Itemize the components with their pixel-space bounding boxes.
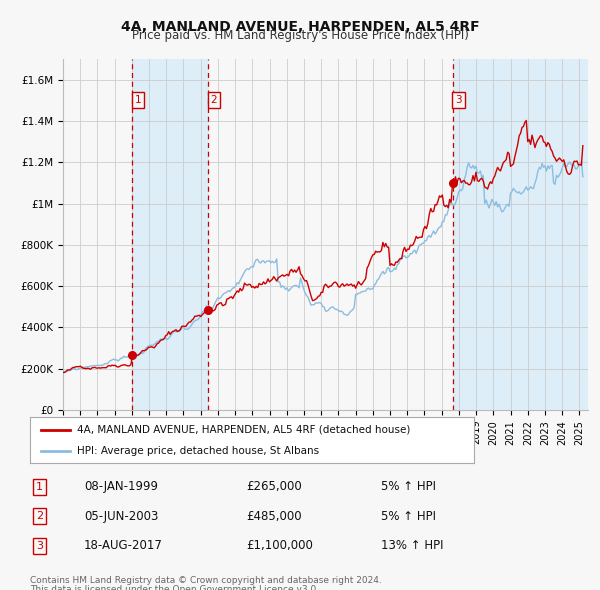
Text: 2: 2 (36, 512, 43, 521)
Text: This data is licensed under the Open Government Licence v3.0.: This data is licensed under the Open Gov… (30, 585, 319, 590)
Text: 1: 1 (135, 96, 142, 105)
Text: 13% ↑ HPI: 13% ↑ HPI (381, 539, 443, 552)
Text: 18-AUG-2017: 18-AUG-2017 (84, 539, 163, 552)
Text: HPI: Average price, detached house, St Albans: HPI: Average price, detached house, St A… (77, 445, 319, 455)
Text: Price paid vs. HM Land Registry's House Price Index (HPI): Price paid vs. HM Land Registry's House … (131, 30, 469, 42)
Text: 3: 3 (36, 541, 43, 550)
Text: 5% ↑ HPI: 5% ↑ HPI (381, 510, 436, 523)
Text: 1: 1 (36, 482, 43, 491)
Text: 2: 2 (211, 96, 217, 105)
Text: 08-JAN-1999: 08-JAN-1999 (84, 480, 158, 493)
Bar (452, 59, 588, 410)
Bar (133, 59, 208, 410)
Text: 4A, MANLAND AVENUE, HARPENDEN, AL5 4RF (detached house): 4A, MANLAND AVENUE, HARPENDEN, AL5 4RF (… (77, 425, 410, 435)
Text: 4A, MANLAND AVENUE, HARPENDEN, AL5 4RF: 4A, MANLAND AVENUE, HARPENDEN, AL5 4RF (121, 20, 479, 34)
Text: £485,000: £485,000 (246, 510, 302, 523)
Text: £265,000: £265,000 (246, 480, 302, 493)
Text: £1,100,000: £1,100,000 (246, 539, 313, 552)
Text: 5% ↑ HPI: 5% ↑ HPI (381, 480, 436, 493)
Text: 3: 3 (455, 96, 462, 105)
Text: 05-JUN-2003: 05-JUN-2003 (84, 510, 158, 523)
Text: Contains HM Land Registry data © Crown copyright and database right 2024.: Contains HM Land Registry data © Crown c… (30, 576, 382, 585)
